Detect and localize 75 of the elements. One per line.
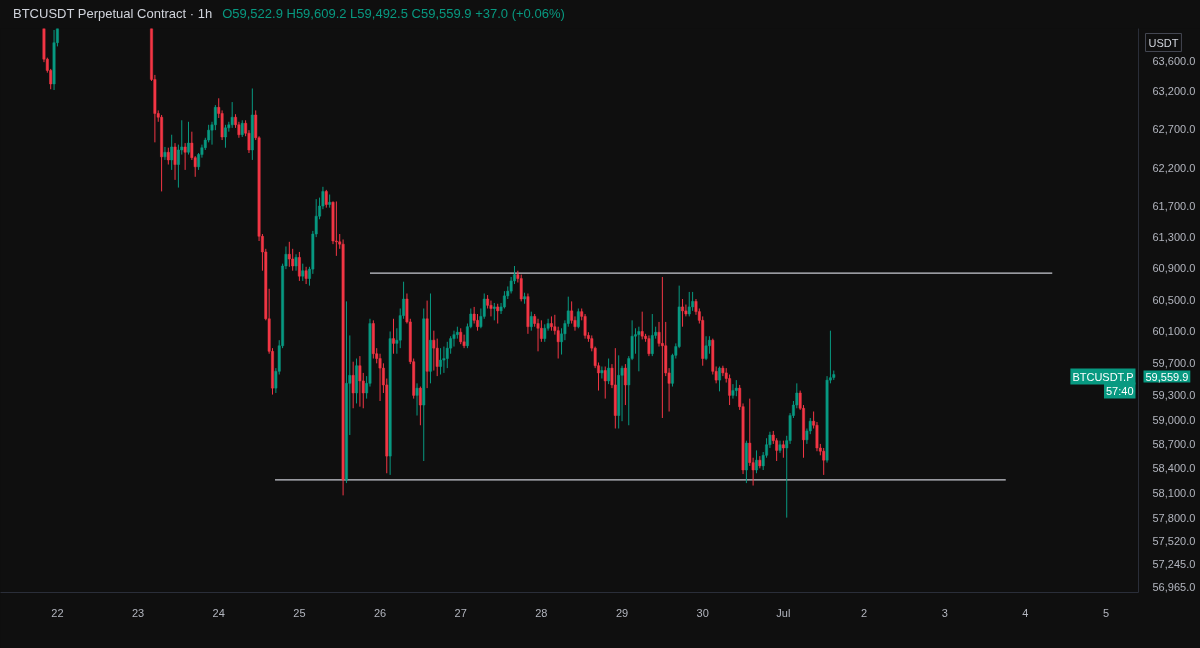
text: 59,559.9 <box>1145 370 1189 383</box>
x-tick-label: 26 <box>373 606 387 619</box>
candlestick <box>496 303 500 325</box>
y-tick-label: 59,700.0 <box>1152 357 1196 370</box>
y-tick-label: 60,100.0 <box>1152 325 1196 338</box>
x-tick-label: 4 <box>1022 606 1029 619</box>
candlestick <box>600 366 604 380</box>
candlestick <box>822 447 826 476</box>
y-tick-label: 58,100.0 <box>1152 486 1196 499</box>
candlestick <box>687 291 691 317</box>
y-tick-label: 60,500.0 <box>1152 293 1196 306</box>
y-tick-label: 58,400.0 <box>1152 462 1196 475</box>
x-tick-label: 23 <box>131 606 145 619</box>
y-tick-label: 58,700.0 <box>1152 437 1196 450</box>
candlestick <box>418 386 422 426</box>
y-tick-label: 57,800.0 <box>1152 511 1196 524</box>
candlestick <box>650 313 654 357</box>
candlestick <box>623 363 627 406</box>
chart-subtitle: O59,522.9 H59,609.2 L59,492.5 C59,559.9 +37.0 (+0.06%) <box>222 6 565 21</box>
x-tick-label: 24 <box>212 606 225 619</box>
y-tick-label: 61,300.0 <box>1152 231 1196 244</box>
candlestick <box>691 291 695 312</box>
candlestick <box>529 311 533 332</box>
candlestick <box>681 298 684 328</box>
candlestick <box>637 326 641 372</box>
candlestick <box>304 266 308 285</box>
candlestick <box>173 142 177 181</box>
candlestick <box>230 101 234 129</box>
candlestick <box>170 134 174 171</box>
candlestick <box>439 347 442 376</box>
candlestick <box>607 358 611 385</box>
x-tick-label: 25 <box>293 606 306 619</box>
candlestick <box>536 318 540 352</box>
candlestick <box>576 307 580 329</box>
y-tick-label: 57,245.0 <box>1152 557 1196 570</box>
y-tick-label: 62,200.0 <box>1152 161 1196 174</box>
x-tick-label: Jul <box>776 606 791 619</box>
chart-title: BTCUSDT Perpetual Contract · 1h <box>13 6 213 21</box>
x-tick-label: 30 <box>696 606 709 619</box>
y-tick-label: 59,300.0 <box>1152 389 1196 402</box>
y-tick-label: 61,700.0 <box>1152 200 1196 213</box>
candlestick <box>351 361 355 409</box>
candlestick <box>755 449 758 474</box>
x-tick-label: 27 <box>454 606 467 619</box>
candlestick <box>392 318 395 355</box>
candlestick <box>187 121 190 156</box>
x-tick-label: 28 <box>535 606 548 619</box>
x-tick-label: 3 <box>941 606 948 619</box>
annotation: BTCUSDT.P <box>1072 370 1134 383</box>
candlestick <box>603 366 607 400</box>
y-tick-label: 63,600.0 <box>1152 55 1196 68</box>
y-tick-label: 57,520.0 <box>1152 534 1196 547</box>
candlestick <box>442 346 446 374</box>
candlestick <box>660 276 664 419</box>
candlestick <box>224 124 227 149</box>
y-tick-label: 60,900.0 <box>1152 262 1196 275</box>
candlestick <box>432 330 436 372</box>
annotation: 57:40 <box>1105 384 1134 397</box>
candlestick <box>731 383 735 400</box>
x-tick-label: 2 <box>860 606 868 619</box>
x-tick-label: 22 <box>51 606 64 619</box>
candlestick <box>183 142 187 171</box>
y-tick-label: 63,200.0 <box>1152 85 1196 98</box>
y-tick-label: 56,965.0 <box>1152 581 1196 594</box>
candlestick <box>718 366 721 392</box>
candlestick <box>415 382 419 417</box>
candlestick <box>287 241 291 268</box>
candlestick <box>519 274 523 302</box>
y-tick-label: 59,000.0 <box>1152 413 1196 426</box>
x-tick-label: 5 <box>1102 606 1110 619</box>
y-axis-title: USDT <box>1148 36 1179 49</box>
candlestick <box>640 311 644 340</box>
x-tick-label: 29 <box>615 606 629 619</box>
candlestick <box>163 146 167 161</box>
y-tick-label: 62,700.0 <box>1152 123 1196 136</box>
